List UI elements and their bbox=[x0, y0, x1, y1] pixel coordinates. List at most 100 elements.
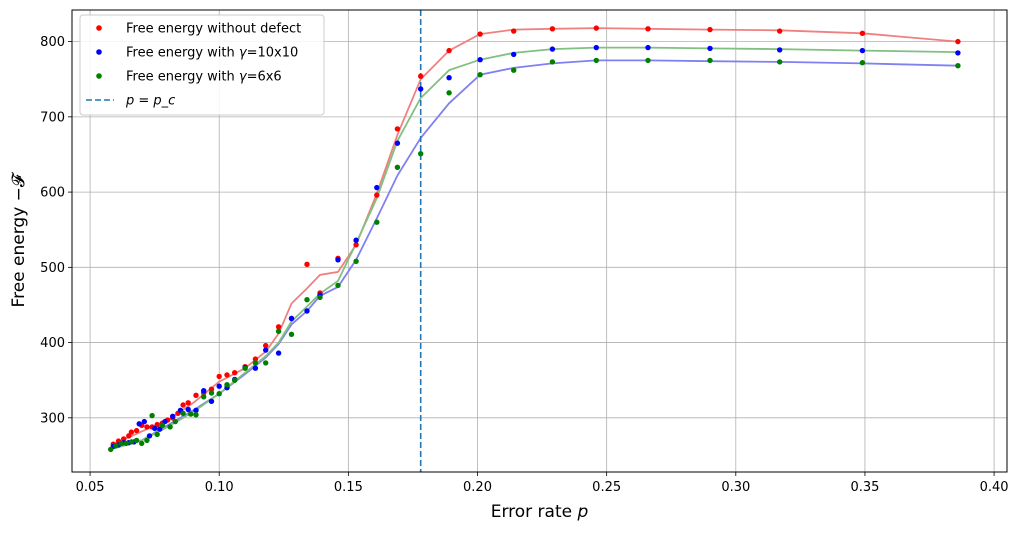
data-point-free-energy-with-10x10 bbox=[511, 51, 517, 58]
legend-box bbox=[79, 14, 325, 116]
x-tick-label: 0.25 bbox=[592, 480, 621, 495]
data-point-free-energy-with-6x6 bbox=[275, 328, 282, 334]
x-axis-label: Error rate p bbox=[491, 502, 589, 522]
data-point-free-energy-with-6x6 bbox=[859, 60, 866, 66]
data-point-free-energy-with-10x10 bbox=[152, 425, 158, 432]
data-point-free-energy-with-6x6 bbox=[446, 90, 452, 96]
x-tick-label: 0.35 bbox=[850, 480, 879, 495]
data-point-free-energy-with-10x10 bbox=[185, 406, 191, 413]
data-point-free-energy-with-10x10 bbox=[955, 50, 961, 56]
data-point-free-energy-with-6x6 bbox=[193, 412, 199, 418]
data-point-free-energy-with-10x10 bbox=[201, 388, 207, 394]
data-point-free-energy-with-10x10 bbox=[418, 86, 424, 92]
data-point-free-energy-with-10x10 bbox=[216, 383, 222, 389]
data-point-free-energy-with-6x6 bbox=[777, 59, 783, 65]
data-point-free-energy-without-defect bbox=[263, 342, 269, 349]
data-point-free-energy-without-defect bbox=[645, 26, 651, 32]
data-point-free-energy-without-defect bbox=[128, 429, 135, 435]
y-axis-label: Free energy −𝓕 bbox=[9, 171, 29, 307]
legend-label-critical: p = p_c bbox=[125, 94, 175, 109]
x-tick-label: 0.30 bbox=[721, 480, 750, 495]
plot-frame bbox=[71, 9, 1008, 473]
data-point-free-energy-with-6x6 bbox=[201, 394, 207, 400]
data-point-free-energy-with-10x10 bbox=[288, 315, 295, 322]
data-point-free-energy-without-defect bbox=[955, 38, 961, 45]
data-point-free-energy-with-6x6 bbox=[304, 297, 310, 303]
data-point-free-energy-with-6x6 bbox=[955, 62, 961, 69]
data-point-free-energy-with-6x6 bbox=[645, 57, 651, 64]
data-point-free-energy-without-defect bbox=[133, 427, 140, 434]
data-point-free-energy-with-10x10 bbox=[707, 45, 713, 52]
data-point-free-energy-with-10x10 bbox=[394, 140, 401, 146]
data-point-free-energy-with-6x6 bbox=[113, 443, 119, 449]
data-point-free-energy-with-6x6 bbox=[118, 440, 124, 447]
data-point-free-energy-with-10x10 bbox=[263, 347, 269, 353]
data-point-free-energy-with-6x6 bbox=[188, 411, 194, 417]
series-line-free-energy-with-10x10 bbox=[113, 59, 958, 448]
data-point-free-energy-without-defect bbox=[193, 392, 199, 398]
data-point-free-energy-with-10x10 bbox=[275, 350, 282, 356]
data-point-free-energy-with-6x6 bbox=[224, 382, 230, 388]
data-point-free-energy-with-6x6 bbox=[418, 151, 424, 157]
data-point-free-energy-with-6x6 bbox=[263, 360, 269, 366]
data-point-free-energy-with-10x10 bbox=[157, 426, 163, 432]
data-point-free-energy-with-6x6 bbox=[374, 219, 380, 225]
legend-label-free-energy-with-6x6: Free energy with γ=6x6 bbox=[126, 70, 282, 85]
series-line-free-energy-with-6x6 bbox=[110, 46, 958, 451]
data-point-free-energy-without-defect bbox=[353, 242, 359, 248]
axis-labels: Error rate p Free energy −𝓕 bbox=[9, 171, 588, 522]
data-point-free-energy-with-6x6 bbox=[172, 418, 178, 425]
x-tick-label: 0.20 bbox=[463, 480, 492, 495]
data-point-free-energy-with-6x6 bbox=[707, 57, 713, 64]
data-point-free-energy-with-10x10 bbox=[549, 46, 556, 52]
data-point-free-energy-with-6x6 bbox=[133, 437, 140, 444]
data-point-free-energy-without-defect bbox=[180, 402, 186, 408]
data-point-free-energy-with-6x6 bbox=[252, 360, 259, 366]
y-tick-label: 400 bbox=[40, 336, 65, 351]
data-point-free-energy-with-6x6 bbox=[511, 67, 517, 73]
data-point-free-energy-with-6x6 bbox=[180, 410, 186, 416]
data-point-free-energy-with-10x10 bbox=[146, 433, 153, 439]
x-tick-label: 0.15 bbox=[334, 480, 363, 495]
data-point-free-energy-with-6x6 bbox=[216, 391, 222, 397]
data-point-free-energy-with-6x6 bbox=[242, 365, 248, 371]
y-tick-label: 500 bbox=[40, 261, 65, 276]
data-point-free-energy-with-6x6 bbox=[335, 282, 341, 289]
axis-ticks: 0.05 0.10 0.15 0.20 0.25 0.30 0.35 0.40 300 400 50… bbox=[40, 35, 1008, 495]
data-point-free-energy-with-10x10 bbox=[304, 308, 310, 314]
data-point-free-energy-with-6x6 bbox=[353, 258, 359, 264]
data-point-free-energy-without-defect bbox=[394, 126, 401, 132]
data-point-free-energy-without-defect bbox=[374, 192, 380, 198]
data-point-free-energy-with-6x6 bbox=[154, 431, 160, 438]
data-point-free-energy-with-10x10 bbox=[335, 257, 341, 263]
data-point-free-energy-with-6x6 bbox=[593, 57, 599, 64]
y-tick-label: 700 bbox=[40, 110, 65, 125]
data-point-free-energy-without-defect bbox=[121, 436, 127, 442]
data-point-free-energy-with-6x6 bbox=[167, 424, 173, 430]
data-point-free-energy-with-6x6 bbox=[288, 331, 295, 337]
grid bbox=[72, 10, 1007, 472]
series-lines bbox=[110, 27, 958, 451]
data-point-free-energy-with-10x10 bbox=[252, 365, 259, 371]
data-point-free-energy-with-6x6 bbox=[159, 422, 166, 428]
data-point-free-energy-with-6x6 bbox=[549, 59, 556, 65]
data-point-free-energy-without-defect bbox=[446, 47, 452, 54]
data-point-free-energy-without-defect bbox=[126, 433, 132, 439]
legend-label-free-energy-without-defect: Free energy without defect bbox=[126, 22, 301, 37]
data-point-free-energy-without-defect bbox=[252, 356, 259, 362]
data-point-free-energy-with-10x10 bbox=[477, 57, 483, 63]
data-point-free-energy-with-10x10 bbox=[353, 237, 359, 243]
legend-marker-free-energy-with-10x10 bbox=[96, 49, 102, 55]
data-point-free-energy-with-10x10 bbox=[777, 47, 783, 53]
data-point-free-energy-with-6x6 bbox=[317, 294, 323, 301]
data-point-free-energy-with-6x6 bbox=[208, 390, 215, 396]
y-tick-label: 300 bbox=[40, 411, 65, 426]
legend: Free energy without defect Free energy wi… bbox=[79, 14, 325, 116]
data-point-free-energy-without-defect bbox=[859, 30, 866, 36]
x-tick-label: 0.05 bbox=[76, 480, 105, 495]
data-point-free-energy-without-defect bbox=[511, 28, 517, 34]
data-point-free-energy-without-defect bbox=[154, 421, 160, 428]
data-point-free-energy-without-defect bbox=[549, 26, 556, 32]
data-point-free-energy-with-10x10 bbox=[208, 398, 215, 404]
